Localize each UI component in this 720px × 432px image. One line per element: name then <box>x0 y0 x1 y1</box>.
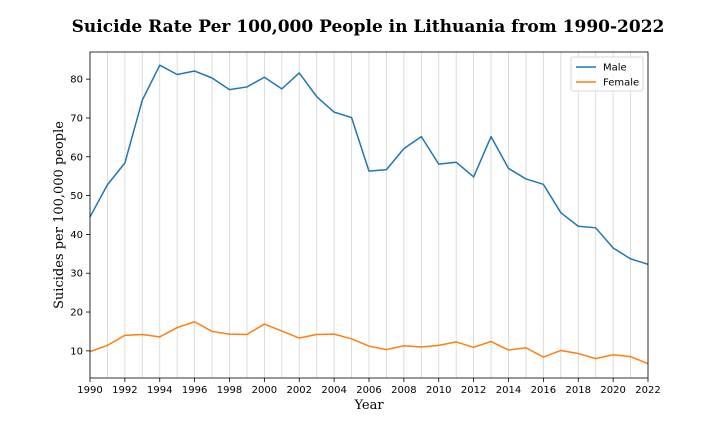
series-line-male <box>89 64 649 266</box>
x-tick-label: 2022 <box>635 385 660 396</box>
x-tick-label: 2002 <box>287 385 312 396</box>
x-tick-label: 1994 <box>147 385 172 396</box>
grid <box>89 52 649 378</box>
y-tick-label: 60 <box>70 152 83 163</box>
x-tick-label: 1996 <box>182 385 207 396</box>
y-tick-label: 50 <box>70 191 83 202</box>
x-tick-label: 2014 <box>496 385 521 396</box>
y-tick-label: 10 <box>70 346 83 357</box>
x-tick-label: 2018 <box>566 385 591 396</box>
x-tick-label: 1990 <box>77 385 102 396</box>
x-tick-label: 2016 <box>531 385 556 396</box>
x-tick-label: 2000 <box>252 385 277 396</box>
x-tick-label: 1998 <box>217 385 242 396</box>
legend-label-female: Female <box>603 78 639 89</box>
x-tick-label: 2008 <box>391 385 416 396</box>
y-tick-label: 80 <box>70 75 83 86</box>
x-tick-label: 2020 <box>600 385 625 396</box>
y-tick-label: 70 <box>70 113 83 124</box>
legend: Male Female <box>570 56 644 92</box>
series-line-female <box>89 320 649 365</box>
x-tick-label: 2012 <box>461 385 486 396</box>
chart-title: Suicide Rate Per 100,000 People in Lithu… <box>72 17 665 37</box>
series-lines <box>89 64 649 365</box>
x-tick-label: 2004 <box>321 385 346 396</box>
y-tick-label: 20 <box>70 308 83 319</box>
x-tick-label: 1992 <box>112 385 137 396</box>
y-tick-label: 30 <box>70 269 83 280</box>
x-axis-label: Year <box>353 398 384 413</box>
x-tick-label: 2010 <box>426 385 451 396</box>
y-axis-label: Suicides per 100,000 people <box>52 121 67 309</box>
x-tick-label: 2006 <box>356 385 381 396</box>
x-axis: 1990 1992 1994 1996 1998 2000 2002 2004 2006 2008… <box>77 378 661 396</box>
y-tick-label: 40 <box>70 230 83 241</box>
y-axis: 10 20 30 40 50 60 70 80 <box>70 75 90 357</box>
legend-label-male: Male <box>603 63 627 74</box>
